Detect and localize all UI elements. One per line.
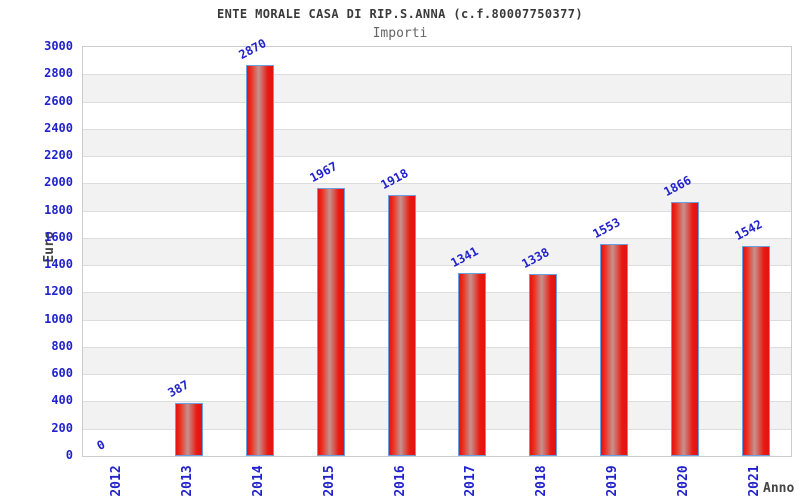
bar-2013 — [175, 403, 204, 456]
gridline — [83, 101, 791, 103]
x-tick-label-2017: 2017 — [463, 465, 479, 497]
x-tick-label-2012: 2012 — [109, 465, 125, 497]
bar-2020 — [670, 201, 699, 456]
bar-2021 — [741, 245, 770, 456]
gridline — [83, 237, 791, 239]
x-tick-label-2019: 2019 — [605, 465, 620, 497]
gridline — [83, 346, 791, 348]
x-tick-label-2020: 2020 — [675, 465, 691, 497]
y-tick-label: 1600 — [44, 229, 73, 244]
bar-2015 — [316, 187, 345, 456]
gridline — [83, 210, 791, 212]
bar-2018 — [529, 273, 558, 456]
plot-band — [83, 101, 791, 129]
gridline — [83, 74, 791, 76]
y-tick-label: 1800 — [44, 202, 73, 217]
x-tick-label-2021: 2021 — [746, 465, 762, 497]
gridline — [83, 156, 791, 158]
y-tick-label: 0 — [65, 448, 73, 462]
y-tick-label: 2800 — [44, 66, 73, 81]
x-tick-label-2015: 2015 — [321, 465, 337, 497]
bar-2019 — [600, 244, 628, 456]
y-tick-label: 400 — [51, 393, 73, 408]
plot-area: 0 387 2870 1967 1918 1341 1338 1553 1866 1542 — [82, 36, 792, 457]
gridline — [83, 292, 791, 294]
gridline — [83, 319, 791, 321]
bar-2016 — [387, 194, 416, 456]
chart-subtitle: Importi — [372, 26, 428, 41]
gridline — [83, 183, 791, 185]
gridline — [83, 374, 791, 376]
y-tick-label: 200 — [51, 420, 73, 435]
y-tick-label: 3000 — [44, 39, 73, 53]
y-tick-label: 2400 — [44, 120, 73, 135]
x-tick-label-2013: 2013 — [180, 465, 196, 497]
y-tick-label: 2200 — [44, 148, 73, 163]
y-tick-label: 800 — [51, 338, 73, 353]
y-tick-label: 1400 — [44, 257, 73, 272]
gridline — [83, 265, 791, 267]
gridline — [83, 428, 791, 430]
chart-title: ENTE MORALE CASA DI RIP.S.ANNA (c.f.8000… — [217, 7, 583, 21]
x-tick-label-2016: 2016 — [392, 465, 408, 497]
y-tick-label: 2000 — [44, 175, 73, 190]
plot-band — [83, 74, 791, 102]
bar-2014 — [246, 64, 274, 456]
y-tick-label: 600 — [51, 366, 73, 381]
y-tick-label: 2600 — [44, 93, 73, 108]
plot-band — [83, 128, 791, 157]
plot-band — [83, 47, 791, 75]
x-tick-label-2014: 2014 — [251, 465, 266, 497]
y-tick-label: 1200 — [44, 284, 73, 299]
x-axis-title: Anno — [763, 481, 795, 496]
y-tick-label: 1000 — [44, 311, 73, 326]
gridline — [83, 401, 791, 403]
bar-2017 — [458, 273, 487, 456]
plot-band — [83, 156, 791, 184]
x-tick-label-2018: 2018 — [534, 465, 550, 497]
gridline — [83, 128, 791, 130]
